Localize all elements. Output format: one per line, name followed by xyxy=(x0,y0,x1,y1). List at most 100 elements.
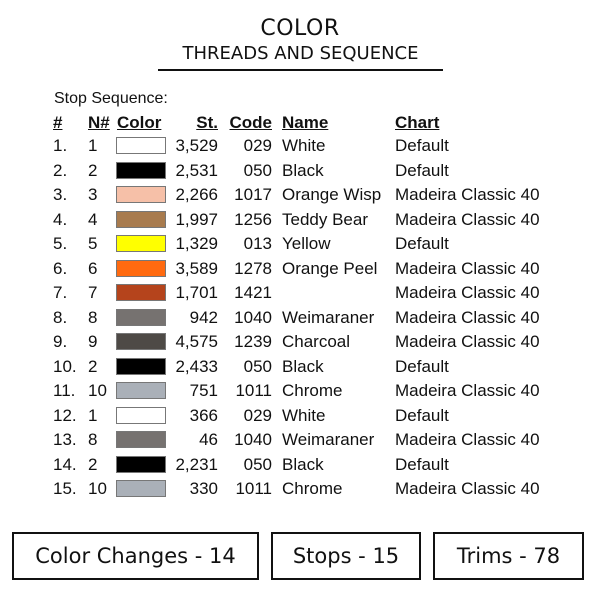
table-row: 8. 8 942 1040 Weimaraner Madeira Classic 40 xyxy=(0,306,600,330)
cell-idx: 13. xyxy=(53,430,77,449)
cell-name: Yellow xyxy=(282,234,331,253)
color-swatch xyxy=(116,161,166,179)
table-row: 12. 1 366 029 White Default xyxy=(0,404,600,428)
cell-idx: 7. xyxy=(53,283,68,302)
stops-box: Stops - 15 xyxy=(271,532,421,580)
cell-chart: Madeira Classic 40 xyxy=(395,209,540,229)
cell-n: 10 xyxy=(88,479,107,498)
cell-name: Black xyxy=(282,454,324,474)
cell-st: 1,997 xyxy=(175,209,218,229)
cell-code: 1040 xyxy=(234,307,272,327)
cell-idx: 14. xyxy=(53,454,77,474)
table-row: 10. 2 2,433 050 Black Default xyxy=(0,355,600,379)
cell-idx: 9. xyxy=(53,332,68,351)
header-chart: Chart xyxy=(395,113,440,132)
cell-n: 2 xyxy=(88,356,98,376)
color-swatch xyxy=(116,431,166,448)
cell-idx: 10. xyxy=(53,356,77,376)
cell-code: 050 xyxy=(243,160,272,180)
cell-idx: 2. xyxy=(53,160,68,180)
cell-st: 2,266 xyxy=(175,185,218,204)
cell-st: 942 xyxy=(189,307,218,327)
cell-chart: Madeira Classic 40 xyxy=(395,185,540,204)
cell-name: Chrome xyxy=(282,479,343,498)
header-code: Code xyxy=(229,113,273,132)
cell-code: 1011 xyxy=(235,479,272,498)
cell-name: Chrome xyxy=(282,381,343,400)
cell-code: 1421 xyxy=(234,283,272,302)
cell-name: Orange Wisp xyxy=(282,185,382,204)
header-color: Color xyxy=(117,113,162,132)
cell-code: 1017 xyxy=(234,185,272,204)
cell-idx: 6. xyxy=(53,258,68,278)
cell-name: Black xyxy=(282,160,324,180)
color-swatch xyxy=(116,284,166,301)
cell-chart: Default xyxy=(395,405,449,425)
cell-n: 5 xyxy=(88,234,98,253)
cell-n: 4 xyxy=(88,209,98,229)
cell-n: 6 xyxy=(88,258,98,278)
cell-code: 029 xyxy=(243,405,272,425)
cell-code: 1040 xyxy=(234,430,272,449)
cell-name: Weimaraner xyxy=(282,430,375,449)
cell-n: 1 xyxy=(88,405,98,425)
color-changes-box: Color Changes - 14 xyxy=(12,532,259,580)
color-swatch xyxy=(116,308,166,326)
cell-code: 029 xyxy=(243,136,272,155)
cell-idx: 5. xyxy=(53,234,68,253)
table-row: 15. 10 330 1011 Chrome Madeira Classic 40 xyxy=(0,477,600,501)
cell-chart: Default xyxy=(395,136,449,155)
cell-n: 3 xyxy=(88,185,98,204)
cell-st: 46 xyxy=(199,430,218,449)
color-swatch xyxy=(116,235,166,252)
cell-st: 2,433 xyxy=(175,356,218,376)
table-row: 13. 8 46 1040 Weimaraner Madeira Classic 40 xyxy=(0,428,600,452)
cell-chart: Default xyxy=(395,234,449,253)
table-row: 14. 2 2,231 050 Black Default xyxy=(0,453,600,477)
header-n: N# xyxy=(88,113,110,132)
cell-code: 050 xyxy=(243,454,272,474)
cell-name: White xyxy=(282,136,326,155)
trims-box: Trims - 78 xyxy=(433,532,584,580)
table-row: 3. 3 2,266 1017 Orange Wisp Madeira Classic 4… xyxy=(0,183,600,207)
cell-idx: 11. xyxy=(53,381,76,400)
table-header: # N# Color St. Code Name Chart xyxy=(0,111,600,135)
cell-n: 2 xyxy=(88,160,98,180)
cell-idx: 1. xyxy=(53,136,68,155)
cell-st: 3,529 xyxy=(175,136,218,155)
cell-name: Orange Peel xyxy=(282,258,378,278)
page-title: COLOR xyxy=(260,16,340,41)
cell-chart: Madeira Classic 40 xyxy=(395,307,540,327)
table-row: 5. 5 1,329 013 Yellow Default xyxy=(0,232,600,256)
color-swatch xyxy=(116,357,166,375)
table-row: 7. 7 1,701 1421 Madeira Classic 40 xyxy=(0,281,600,305)
cell-code: 013 xyxy=(243,234,272,253)
cell-st: 1,329 xyxy=(175,234,218,253)
cell-n: 9 xyxy=(88,332,98,351)
table-row: 11. 10 751 1011 Chrome Madeira Classic 40 xyxy=(0,379,600,403)
color-swatch xyxy=(116,406,166,424)
cell-idx: 3. xyxy=(53,185,68,204)
cell-st: 3,589 xyxy=(175,258,218,278)
cell-name: Weimaraner xyxy=(282,307,375,327)
table-row: 6. 6 3,589 1278 Orange Peel Madeira Classic 4… xyxy=(0,257,600,281)
cell-st: 330 xyxy=(189,479,218,498)
color-swatch xyxy=(116,333,166,350)
color-swatch xyxy=(116,186,166,203)
cell-n: 8 xyxy=(88,430,98,449)
cell-st: 1,701 xyxy=(175,283,218,302)
cell-idx: 12. xyxy=(53,405,77,425)
cell-chart: Madeira Classic 40 xyxy=(395,258,540,278)
cell-chart: Default xyxy=(395,160,449,180)
cell-n: 7 xyxy=(88,283,98,302)
table-row: 9. 9 4,575 1239 Charcoal Madeira Classic 40 xyxy=(0,330,600,354)
cell-idx: 8. xyxy=(53,307,68,327)
header-name: Name xyxy=(282,113,329,132)
cell-chart: Madeira Classic 40 xyxy=(395,332,540,351)
cell-name: Black xyxy=(282,356,324,376)
color-swatch xyxy=(116,480,166,497)
cell-n: 1 xyxy=(88,136,98,155)
cell-st: 2,231 xyxy=(175,454,218,474)
cell-code: 1256 xyxy=(234,209,272,229)
header-idx: # xyxy=(53,113,63,132)
